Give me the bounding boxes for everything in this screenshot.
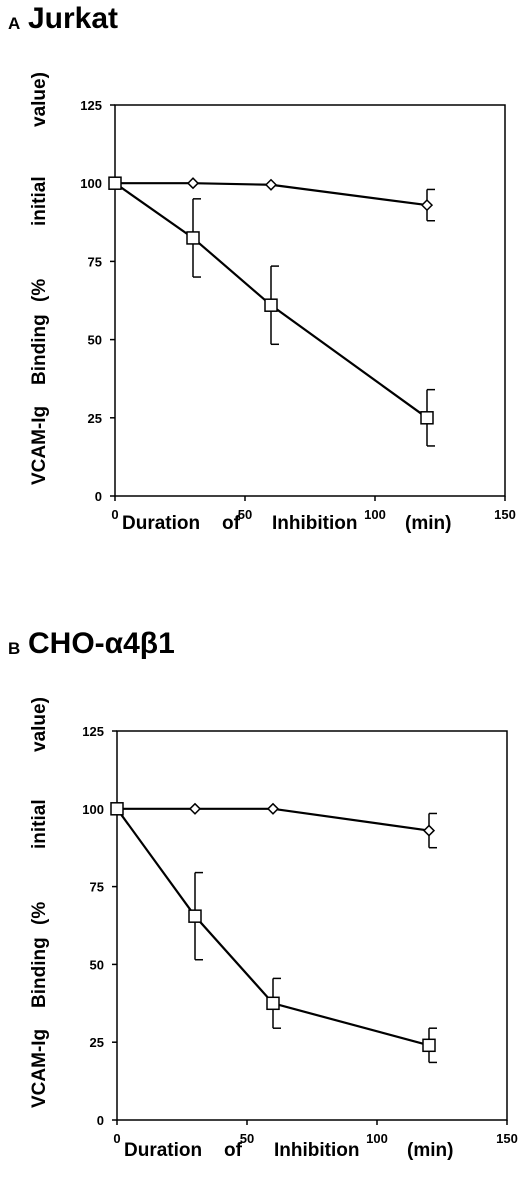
x-tick-label: 150 <box>494 507 516 522</box>
x-tick-label: 0 <box>113 1131 120 1146</box>
data-point-diamond <box>188 802 202 815</box>
plot-frame <box>116 730 508 1121</box>
x-tick-label: 150 <box>496 1131 518 1146</box>
data-point-square <box>110 802 124 816</box>
series-line-square <box>114 182 428 419</box>
y-tick-label: 0 <box>97 1113 104 1128</box>
y-axis-label-word: initial <box>29 799 50 849</box>
data-point-square <box>188 909 202 923</box>
data-point-diamond <box>264 178 278 191</box>
y-tick-label: 50 <box>90 957 104 972</box>
data-point-square <box>264 298 278 312</box>
data-point-diamond <box>420 199 434 212</box>
x-axis-label-word: (min) <box>407 1140 453 1161</box>
chart-title: CHO-α4β1 <box>28 627 175 660</box>
y-axis-label-word: VCAM-Ig <box>29 1029 50 1108</box>
data-point-square <box>420 411 434 425</box>
chart-plot-b: 0 50 100 150 0 25 50 75 100 125 Duration of Inhibiti… <box>29 697 518 1161</box>
series-line-diamond <box>115 182 428 207</box>
data-point-square <box>266 996 280 1011</box>
series-line-square <box>116 808 430 1047</box>
data-point-diamond <box>422 824 436 837</box>
y-tick-label: 100 <box>82 802 104 817</box>
data-point-diamond <box>266 802 280 815</box>
x-axis-label-word: (min) <box>405 513 451 534</box>
panel-a: A Jurkat 0 50 100 150 0 25 50 75 100 125 Duration o… <box>8 2 516 534</box>
y-axis-label-word: VCAM-Ig <box>29 406 50 485</box>
x-tick-label: 50 <box>238 507 252 522</box>
y-tick-label: 50 <box>88 333 102 348</box>
chart-plot-a: 0 50 100 150 0 25 50 75 100 125 Duration of Inhibiti… <box>29 72 516 534</box>
y-axis-label-word: initial <box>29 176 50 226</box>
series-line-diamond <box>117 807 430 832</box>
y-tick-label: 125 <box>82 724 104 739</box>
y-tick-label: 25 <box>90 1035 104 1050</box>
x-tick-label: 50 <box>240 1131 254 1146</box>
y-axis-label-word: value) <box>29 697 50 752</box>
data-point-square <box>422 1038 436 1053</box>
y-axis-label-word: Binding <box>29 314 50 385</box>
x-axis-label-word: Inhibition <box>274 1140 359 1161</box>
y-axis-label-word: (% <box>29 279 50 302</box>
y-tick-label: 100 <box>80 176 102 191</box>
panel-letter: B <box>8 639 21 658</box>
x-tick-label: 100 <box>366 1131 388 1146</box>
y-tick-label: 125 <box>80 98 102 113</box>
y-tick-label: 0 <box>95 489 102 504</box>
x-tick-label: 100 <box>364 507 386 522</box>
data-point-square <box>186 231 200 245</box>
x-axis-label-word: Inhibition <box>272 513 357 534</box>
y-axis-label-word: Binding <box>29 937 50 1008</box>
x-axis-label-word: of <box>224 1140 243 1161</box>
x-axis-label-word: Duration <box>124 1140 202 1161</box>
y-tick-label: 75 <box>90 880 104 895</box>
chart-title: Jurkat <box>28 2 119 35</box>
data-point-diamond <box>186 177 200 190</box>
x-tick-label: 0 <box>111 507 118 522</box>
y-axis-label-word: value) <box>29 72 50 127</box>
data-point-square <box>108 176 122 190</box>
panel-letter: A <box>8 14 21 33</box>
y-axis-label-word: (% <box>29 902 50 925</box>
plot-frame <box>114 104 506 497</box>
y-tick-label: 75 <box>88 254 102 269</box>
x-axis-label-word: of <box>222 513 241 534</box>
y-tick-label: 25 <box>88 411 102 426</box>
panel-b: B CHO-α4β1 0 50 100 150 0 25 50 75 100 125 Duratio… <box>0 593 520 1186</box>
x-axis-label-word: Duration <box>122 513 200 534</box>
